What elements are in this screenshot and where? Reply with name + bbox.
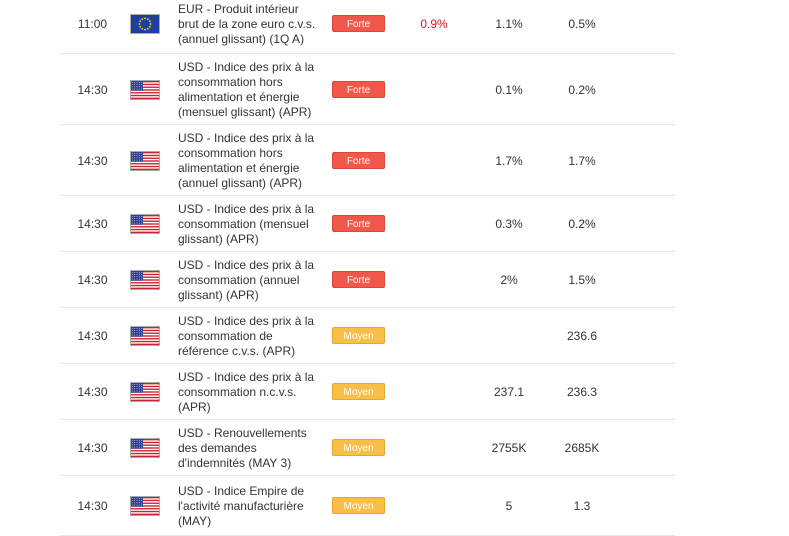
event-name-line: des demandes — [178, 441, 257, 455]
previous-value: 236.3 — [566, 385, 598, 399]
event-name[interactable]: USD - Renouvellements des demandes d'indem… — [178, 426, 328, 471]
table-row: 14:30 USD - Renouvellements des demandes d… — [60, 420, 675, 476]
forecast-value: 1.7% — [495, 154, 523, 168]
previous-value: 1.5% — [568, 273, 596, 287]
event-name-line: (APR) — [178, 400, 211, 414]
event-name[interactable]: USD - Indice des prix à la consommation (… — [178, 258, 328, 303]
previous-value: 0.5% — [568, 17, 596, 31]
us-flag-icon — [130, 214, 160, 234]
event-name-line: consommation n.c.v.s. — [178, 385, 297, 399]
event-name-line: (MAY) — [178, 514, 212, 528]
importance-badge: Moyen — [332, 439, 385, 456]
event-name-line: USD - Indice des prix à la — [178, 314, 315, 328]
event-name-line: (annuel glissant) (1Q A) — [178, 32, 305, 46]
event-name-line: alimentation et énergie — [178, 161, 300, 175]
event-name[interactable]: USD - Indice des prix à la consommation h… — [178, 60, 328, 120]
importance-badge: Moyen — [332, 383, 385, 400]
event-name-line: (annuel glissant) (APR) — [178, 176, 303, 190]
previous-value: 0.2% — [568, 83, 596, 97]
actual-value: 0.9% — [420, 17, 448, 31]
us-flag-icon — [130, 496, 160, 516]
event-name-line: glissant) (APR) — [178, 232, 259, 246]
table-row: 14:30 USD - Indice des prix à la consomma… — [60, 54, 675, 125]
us-flag-icon — [130, 151, 160, 171]
previous-value: 1.3 — [573, 499, 591, 513]
importance-badge: Forte — [332, 81, 385, 98]
event-time: 14:30 — [77, 499, 108, 513]
previous-value: 1.7% — [568, 154, 596, 168]
table-row: 11:00 EUR - Produit intérieur brut de la … — [60, 0, 675, 54]
event-name-line: référence c.v.s. (APR) — [178, 344, 296, 358]
event-name-line: USD - Indice des prix à la — [178, 258, 315, 272]
event-time: 14:30 — [77, 329, 108, 343]
table-row: 14:30 USD - Indice des prix à la consomma… — [60, 252, 675, 308]
event-name-line: consommation hors — [178, 146, 283, 160]
event-time: 14:30 — [77, 83, 108, 97]
event-name[interactable]: EUR - Produit intérieur brut de la zone e… — [178, 2, 328, 47]
event-name-line: brut de la zone euro c.v.s. — [178, 17, 316, 31]
event-time: 11:00 — [77, 17, 108, 31]
event-name[interactable]: USD - Indice des prix à la consommation (… — [178, 202, 328, 247]
event-name-line: d'indemnités (MAY 3) — [178, 456, 292, 470]
us-flag-icon — [130, 80, 160, 100]
event-name-line: USD - Renouvellements — [178, 426, 307, 440]
event-name[interactable]: USD - Indice des prix à la consommation d… — [178, 314, 328, 359]
previous-value: 236.6 — [566, 329, 598, 343]
event-name-line: EUR - Produit intérieur — [178, 2, 299, 16]
event-time: 14:30 — [77, 273, 108, 287]
previous-value: 0.2% — [568, 217, 596, 231]
us-flag-icon — [130, 270, 160, 290]
forecast-value: 2755K — [491, 441, 527, 455]
table-row: 14:30 USD - Indice des prix à la consomma… — [60, 196, 675, 252]
event-name-line: glissant) (APR) — [178, 288, 259, 302]
table-row: 14:30 USD - Indice des prix à la consomma… — [60, 125, 675, 196]
event-name-line: consommation hors — [178, 75, 283, 89]
forecast-value: 237.1 — [493, 385, 525, 399]
event-name-line: USD - Indice des prix à la — [178, 131, 315, 145]
event-name-line: USD - Indice des prix à la — [178, 370, 315, 384]
event-name-line: (mensuel glissant) (APR) — [178, 105, 312, 119]
event-name-line: alimentation et énergie — [178, 90, 300, 104]
us-flag-icon — [130, 382, 160, 402]
event-name-line: USD - Indice Empire de — [178, 484, 305, 498]
us-flag-icon — [130, 438, 160, 458]
event-name[interactable]: USD - Indice des prix à la consommation n… — [178, 370, 328, 415]
event-name-line: consommation de — [178, 329, 273, 343]
forecast-value: 0.3% — [495, 217, 523, 231]
event-name-line: consommation (annuel — [178, 273, 300, 287]
importance-badge: Forte — [332, 15, 385, 32]
previous-value: 2685K — [564, 441, 600, 455]
event-time: 14:30 — [77, 154, 108, 168]
event-time: 14:30 — [77, 217, 108, 231]
event-name[interactable]: USD - Indice des prix à la consommation h… — [178, 131, 328, 191]
table-row: 14:30 USD - Indice Empire de l'activité m… — [60, 476, 675, 536]
forecast-value: 1.1% — [495, 17, 523, 31]
forecast-value: 5 — [505, 499, 513, 513]
event-name-line: USD - Indice des prix à la — [178, 202, 315, 216]
eu-flag-icon — [130, 14, 160, 34]
importance-badge: Moyen — [332, 327, 385, 344]
importance-badge: Forte — [332, 215, 385, 232]
event-time: 14:30 — [77, 441, 108, 455]
importance-badge: Forte — [332, 271, 385, 288]
event-name-line: USD - Indice des prix à la — [178, 60, 315, 74]
importance-badge: Moyen — [332, 497, 385, 514]
forecast-value: 2% — [500, 273, 518, 287]
event-name-line: l'activité manufacturière — [178, 499, 304, 513]
event-name[interactable]: USD - Indice Empire de l'activité manufac… — [178, 484, 328, 529]
table-row: 14:30 USD - Indice des prix à la consomma… — [60, 364, 675, 420]
event-time: 14:30 — [77, 385, 108, 399]
event-name-line: consommation (mensuel — [178, 217, 309, 231]
table-row: 14:30 USD - Indice des prix à la consomma… — [60, 308, 675, 364]
forecast-value: 0.1% — [495, 83, 523, 97]
us-flag-icon — [130, 326, 160, 346]
importance-badge: Forte — [332, 152, 385, 169]
